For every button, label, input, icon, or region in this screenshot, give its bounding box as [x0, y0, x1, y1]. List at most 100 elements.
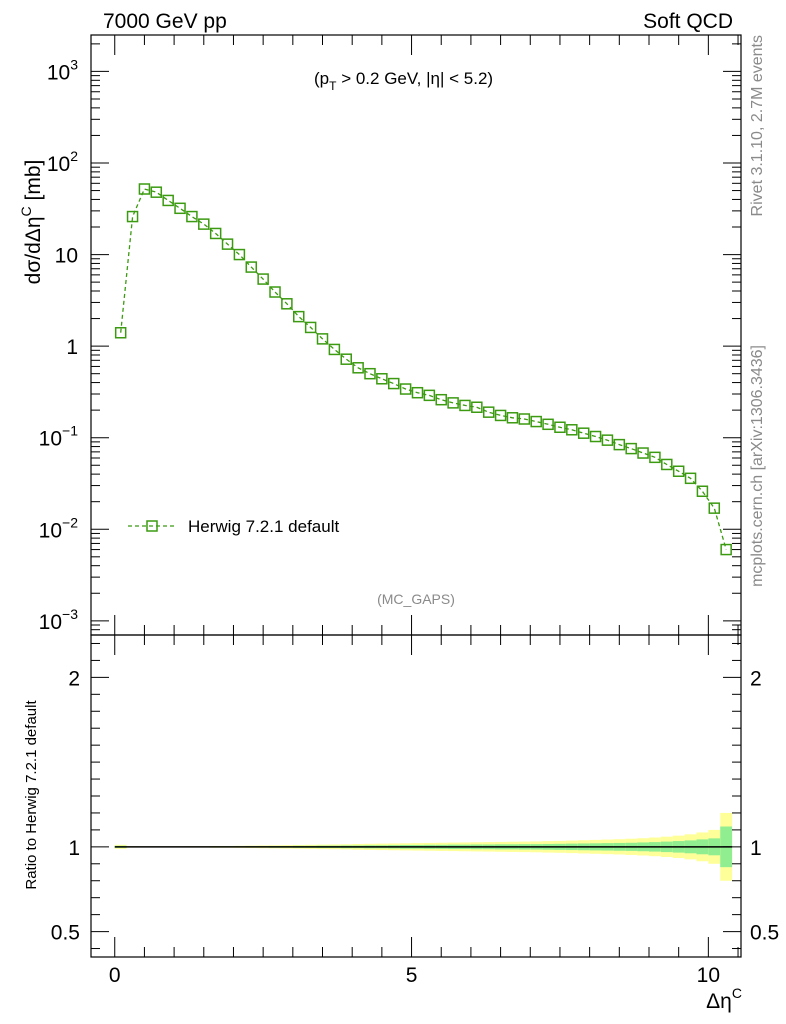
data-point: [613, 438, 626, 451]
data-point: [447, 397, 459, 409]
data-point: [233, 248, 246, 261]
main-y-tick-label-base: 10: [39, 611, 62, 634]
data-point: [186, 210, 198, 223]
data-point: [566, 424, 578, 436]
cut-label-open: (p: [314, 69, 329, 88]
x-tick-label: 10: [697, 964, 720, 987]
data-point: [162, 194, 174, 207]
main-y-tick-label-exp: −2: [62, 514, 78, 530]
data-point: [684, 472, 697, 485]
main-y-tick-label-exp: 3: [70, 56, 78, 72]
main-y-tick-label-base: 10: [47, 61, 70, 84]
data-point: [328, 343, 341, 356]
data-point: [150, 186, 163, 198]
mcplots-label: mcplots.cern.ch [arXiv:1306.3436]: [749, 345, 766, 587]
main-y-tick-label-exp: −1: [62, 423, 78, 439]
data-point: [554, 421, 566, 434]
data-point: [245, 261, 258, 273]
main-y-tick-label-base: 10: [39, 428, 62, 451]
ratio-y-tick-label-right: 0.5: [750, 922, 779, 945]
data-point: [542, 418, 554, 431]
ratio-x-axis: 0 5 10: [109, 635, 739, 987]
x-tick-label: 5: [406, 964, 418, 987]
main-y-axis-title-sup: C: [18, 206, 34, 216]
main-plot-frame: [90, 34, 742, 636]
ratio-y-tick-label: 2: [68, 667, 80, 690]
main-y-tick-label: 10: [55, 245, 78, 268]
data-point: [696, 485, 709, 498]
data-point: [494, 409, 507, 422]
cut-label-sub: T: [329, 79, 337, 93]
main-x-axis: [114, 35, 739, 635]
data-point: [352, 362, 364, 374]
ratio-y-tick-label-right: 1: [750, 837, 762, 860]
legend-entry: Herwig 7.2.1 default: [188, 517, 339, 536]
main-y-axis-title-text: dσ/dΔη: [22, 216, 45, 284]
ratio-plot-frame: [90, 634, 742, 958]
data-point: [482, 406, 495, 418]
ratio-plot: 0.5 0.5 1 1 2 2 0 5 10 Ratio to Herwig 7.2.1 de…: [23, 634, 779, 1013]
data-point: [649, 451, 661, 464]
data-point: [518, 413, 531, 425]
data-point: [411, 386, 424, 399]
data-point: [114, 326, 127, 339]
x-axis-title-text: Δη: [706, 990, 732, 1013]
data-point: [672, 465, 685, 478]
analysis-label: (MC_GAPS): [377, 591, 455, 607]
header-right-label: Soft QCD: [643, 10, 733, 33]
data-point: [340, 353, 353, 365]
main-y-axis-title: dσ/dΔηC [mb]: [18, 160, 45, 285]
legend: Herwig 7.2.1 default: [128, 517, 339, 536]
data-point: [281, 298, 293, 310]
data-point: [601, 434, 614, 446]
data-point: [589, 430, 602, 443]
main-y-tick-label-base: 1: [66, 336, 78, 359]
data-point: [708, 502, 721, 514]
data-point: [293, 310, 305, 323]
data-point: [399, 383, 412, 395]
main-y-tick-label: 102: [47, 148, 78, 176]
x-tick-label: 0: [109, 964, 121, 987]
main-y-axis-title-unit: [mb]: [22, 160, 45, 207]
data-point: [304, 321, 317, 334]
header-left-label: 7000 GeV pp: [103, 10, 227, 33]
data-point: [198, 218, 210, 230]
data-point: [376, 373, 388, 385]
cut-label: (pT > 0.2 GeV, |η| < 5.2): [314, 69, 493, 93]
data-point: [269, 286, 281, 298]
data-point: [530, 415, 542, 428]
ratio-y-tick-label-right: 2: [750, 667, 762, 690]
data-point: [221, 238, 234, 250]
data-point: [364, 367, 376, 380]
series-line: [120, 188, 727, 550]
data-point: [126, 210, 139, 223]
legend-marker: [146, 520, 158, 532]
data-point: [625, 442, 637, 455]
main-y-tick-label-base: 10: [39, 519, 62, 542]
series-herwig: [114, 183, 732, 556]
data-point: [209, 227, 222, 240]
data-point: [471, 401, 483, 414]
data-point: [257, 273, 269, 285]
main-y-tick-label: 103: [47, 56, 78, 84]
ratio-y-axis: 0.5 0.5 1 1 2 2: [51, 642, 779, 950]
main-y-tick-label: 10−1: [39, 423, 79, 451]
x-axis-title-sup: C: [732, 985, 742, 1001]
ratio-y-tick-label: 0.5: [51, 922, 80, 945]
main-y-tick-label: 10−3: [39, 606, 79, 634]
data-point: [637, 447, 649, 459]
data-point: [423, 389, 436, 402]
main-y-tick-label-exp: −3: [62, 606, 78, 622]
main-y-tick-label-base: 10: [47, 153, 70, 176]
data-point: [387, 377, 400, 390]
x-axis-title: ΔηC: [706, 985, 742, 1013]
data-point: [661, 458, 673, 471]
cut-label-rest: > 0.2 GeV, |η| < 5.2): [336, 69, 493, 88]
ratio-y-tick-label: 1: [68, 837, 80, 860]
rivet-label: Rivet 3.1.10, 2.7M events: [749, 35, 766, 216]
main-y-tick-label: 1: [66, 336, 78, 359]
main-y-tick-label-exp: 2: [70, 148, 78, 164]
